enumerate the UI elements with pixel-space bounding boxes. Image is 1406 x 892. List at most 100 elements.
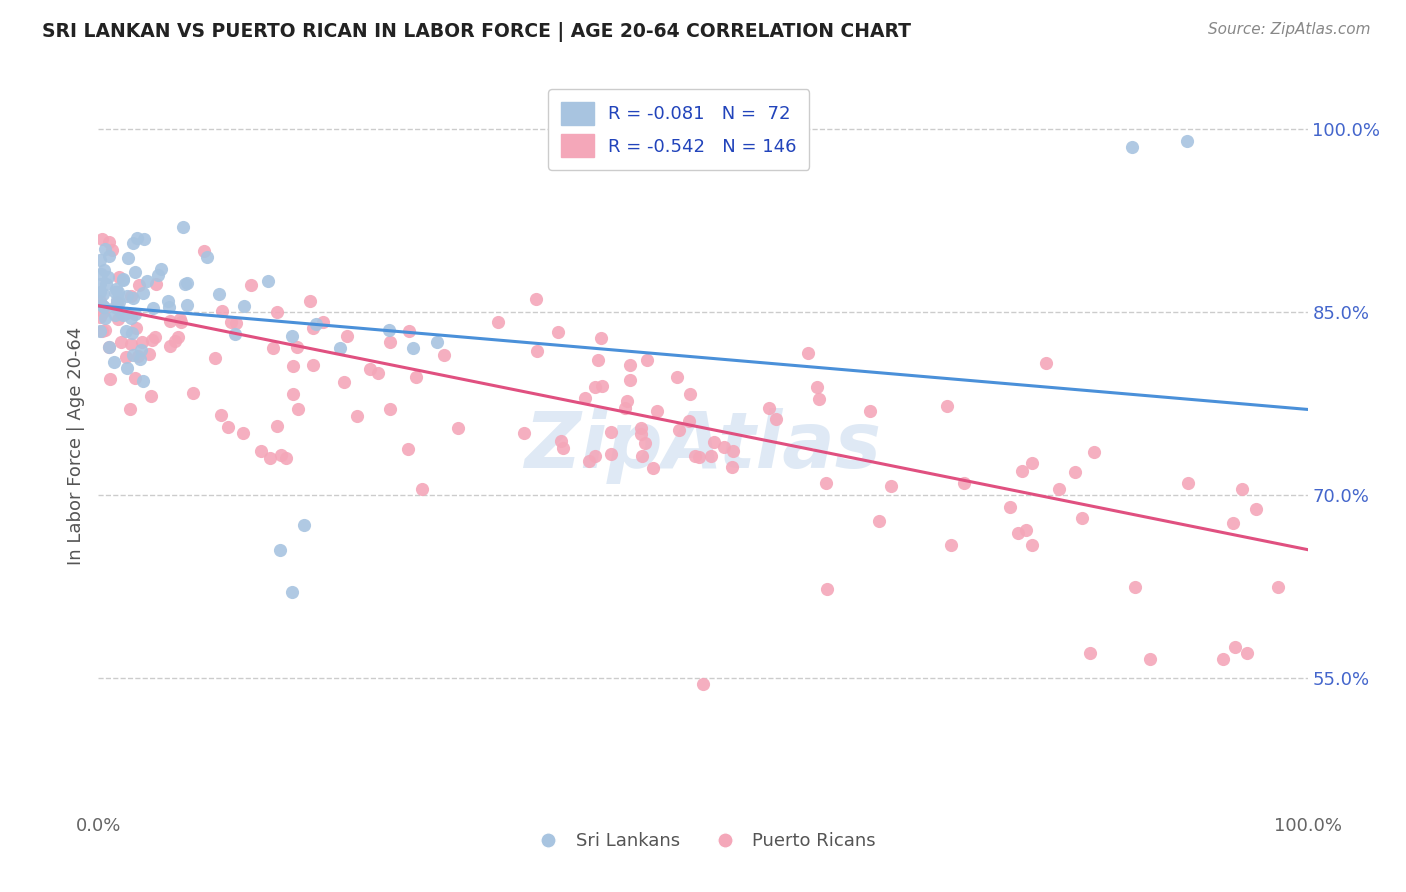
Point: [127, 350, 149, 364]
Point: [115, 289, 138, 303]
Point: [195, 250, 218, 264]
Point: [346, 409, 368, 424]
Point: [619, 373, 641, 387]
Point: [814, 475, 837, 490]
Point: [1071, 510, 1094, 524]
Point: [953, 476, 976, 491]
Point: [526, 343, 548, 358]
Point: [121, 235, 143, 250]
Point: [1011, 464, 1033, 478]
Point: [807, 392, 830, 406]
Point: [107, 285, 129, 300]
Point: [281, 359, 304, 373]
Point: [101, 243, 124, 257]
Point: [1267, 580, 1289, 594]
Point: [447, 421, 470, 435]
Point: [641, 460, 664, 475]
Point: [665, 370, 688, 384]
Point: [91, 304, 114, 318]
Point: [939, 538, 962, 552]
Point: [172, 219, 194, 234]
Point: [124, 307, 146, 321]
Point: [122, 291, 145, 305]
Point: [578, 454, 600, 468]
Point: [181, 385, 204, 400]
Point: [359, 362, 381, 376]
Point: [1212, 652, 1234, 666]
Point: [262, 341, 284, 355]
Point: [270, 448, 292, 462]
Point: [512, 425, 534, 440]
Point: [91, 287, 114, 301]
Point: [266, 305, 288, 319]
Point: [329, 342, 352, 356]
Point: [105, 293, 128, 308]
Point: [89, 294, 111, 309]
Point: [259, 451, 281, 466]
Point: [232, 299, 254, 313]
Point: [96, 277, 118, 291]
Point: [131, 285, 153, 300]
Point: [1064, 465, 1087, 479]
Point: [1139, 652, 1161, 666]
Point: [1175, 134, 1198, 148]
Point: [426, 335, 449, 350]
Point: [105, 282, 128, 296]
Point: [148, 268, 170, 283]
Point: [169, 312, 191, 326]
Point: [211, 304, 233, 318]
Point: [94, 242, 117, 256]
Point: [1121, 140, 1143, 154]
Point: [93, 323, 115, 337]
Point: [108, 270, 131, 285]
Point: [1222, 516, 1244, 530]
Point: [110, 334, 132, 349]
Point: [616, 394, 638, 409]
Point: [89, 324, 111, 338]
Text: ZipAtlas: ZipAtlas: [524, 408, 882, 484]
Point: [405, 370, 427, 384]
Point: [117, 251, 139, 265]
Point: [411, 483, 433, 497]
Point: [131, 374, 153, 388]
Point: [1223, 640, 1246, 655]
Point: [120, 401, 142, 416]
Point: [645, 404, 668, 418]
Point: [176, 298, 198, 312]
Point: [1047, 482, 1070, 496]
Point: [256, 274, 278, 288]
Point: [225, 317, 247, 331]
Point: [125, 321, 148, 335]
Point: [1015, 523, 1038, 537]
Point: [688, 450, 710, 464]
Point: [129, 343, 152, 357]
Point: [1021, 456, 1043, 470]
Point: [110, 306, 132, 320]
Point: [703, 434, 725, 449]
Point: [630, 420, 652, 434]
Point: [377, 323, 399, 337]
Point: [208, 286, 231, 301]
Point: [285, 340, 308, 354]
Point: [281, 387, 304, 401]
Point: [239, 278, 262, 293]
Point: [124, 371, 146, 385]
Point: [131, 334, 153, 349]
Point: [93, 301, 115, 315]
Point: [98, 235, 121, 250]
Text: Source: ZipAtlas.com: Source: ZipAtlas.com: [1208, 22, 1371, 37]
Point: [630, 426, 652, 441]
Point: [266, 419, 288, 434]
Point: [281, 585, 304, 599]
Point: [104, 285, 127, 299]
Point: [112, 271, 135, 285]
Point: [1035, 356, 1057, 370]
Point: [335, 329, 357, 343]
Point: [114, 350, 136, 364]
Point: [121, 326, 143, 340]
Y-axis label: In Labor Force | Age 20-64: In Labor Force | Age 20-64: [66, 326, 84, 566]
Point: [159, 314, 181, 328]
Point: [589, 331, 612, 345]
Point: [588, 353, 610, 368]
Point: [209, 409, 232, 423]
